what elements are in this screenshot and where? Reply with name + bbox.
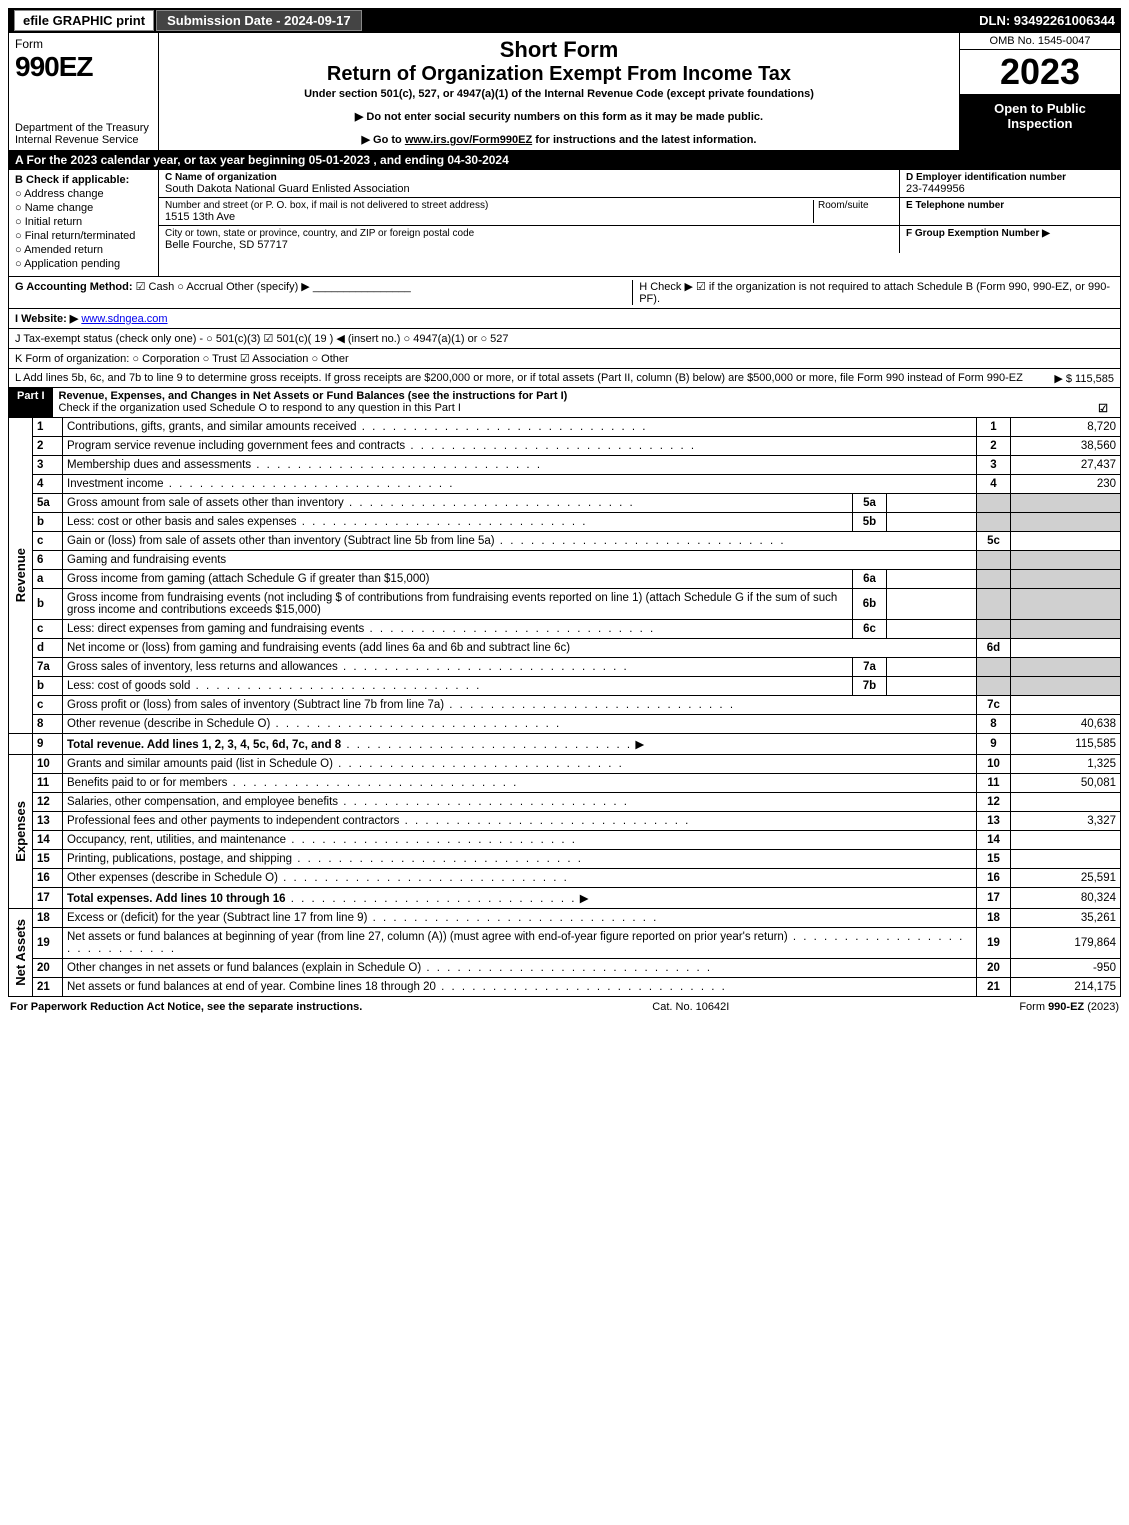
h-schedule-b: H Check ▶ ☑ if the organization is not r… [632, 280, 1114, 305]
line-17: 17 Total expenses. Add lines 10 through … [9, 888, 1121, 909]
line-5c: c Gain or (loss) from sale of assets oth… [9, 532, 1121, 551]
g-cash[interactable]: ☑ Cash [136, 281, 175, 293]
line-15: 15 Printing, publications, postage, and … [9, 850, 1121, 869]
chk-application-pending[interactable]: ○ Application pending [15, 258, 152, 270]
page-footer: For Paperwork Reduction Act Notice, see … [8, 997, 1121, 1017]
footer-catno: Cat. No. 10642I [652, 1001, 729, 1013]
open-to-public: Open to Public Inspection [960, 95, 1120, 150]
return-title: Return of Organization Exempt From Incom… [169, 63, 949, 86]
line-10: Expenses 10 Grants and similar amounts p… [9, 755, 1121, 774]
c-name: C Name of organization South Dakota Nati… [159, 170, 900, 197]
header-right: OMB No. 1545-0047 2023 Open to Public In… [960, 33, 1120, 150]
line-3: 3 Membership dues and assessments 327,43… [9, 456, 1121, 475]
g-other[interactable]: Other (specify) ▶ ________________ [226, 281, 411, 293]
row-gh: G Accounting Method: ☑ Cash ○ Accrual Ot… [8, 277, 1121, 309]
chk-name-change[interactable]: ○ Name change [15, 202, 152, 214]
f-group: F Group Exemption Number ▶ [900, 226, 1120, 253]
form-header: Form 990EZ Department of the Treasury In… [8, 33, 1121, 151]
line-8: 8 Other revenue (describe in Schedule O)… [9, 715, 1121, 734]
section-cde: C Name of organization South Dakota Nati… [159, 170, 1120, 276]
line-21: 21 Net assets or fund balances at end of… [9, 978, 1121, 997]
efile-print-button[interactable]: efile GRAPHIC print [14, 10, 154, 31]
line-7b: b Less: cost of goods sold 7b [9, 677, 1121, 696]
irs-link[interactable]: www.irs.gov/Form990EZ [405, 134, 532, 146]
line-19: 19 Net assets or fund balances at beginn… [9, 928, 1121, 959]
website-link[interactable]: www.sdngea.com [81, 313, 167, 325]
line-7c: c Gross profit or (loss) from sales of i… [9, 696, 1121, 715]
under-section: Under section 501(c), 527, or 4947(a)(1)… [169, 88, 949, 100]
line-6a: a Gross income from gaming (attach Sched… [9, 570, 1121, 589]
line-18: Net Assets 18 Excess or (deficit) for th… [9, 909, 1121, 928]
line-5b: b Less: cost or other basis and sales ex… [9, 513, 1121, 532]
g-accrual[interactable]: ○ Accrual [177, 281, 223, 293]
l-amount: ▶ $ 115,585 [1054, 372, 1114, 385]
addr-label: Number and street (or P. O. box, if mail… [165, 200, 813, 211]
line-5a: 5a Gross amount from sale of assets othe… [9, 494, 1121, 513]
tax-year: 2023 [960, 50, 1120, 95]
e-phone: E Telephone number [900, 198, 1120, 225]
part1-checkbox[interactable]: ☑ [1098, 402, 1114, 415]
ein-value: 23-7449956 [906, 183, 1114, 195]
line-6d: d Net income or (loss) from gaming and f… [9, 639, 1121, 658]
chk-final-return[interactable]: ○ Final return/terminated [15, 230, 152, 242]
lines-table: Revenue 1 Contributions, gifts, grants, … [8, 418, 1121, 997]
line-7a: 7a Gross sales of inventory, less return… [9, 658, 1121, 677]
goto-pre: ▶ Go to [362, 134, 405, 146]
line-1: Revenue 1 Contributions, gifts, grants, … [9, 418, 1121, 437]
line-20: 20 Other changes in net assets or fund b… [9, 959, 1121, 978]
line-6: 6 Gaming and fundraising events [9, 551, 1121, 570]
part1-check-note: Check if the organization used Schedule … [59, 402, 461, 414]
row-j-status: J Tax-exempt status (check only one) - ○… [8, 329, 1121, 349]
top-bar: efile GRAPHIC print Submission Date - 20… [8, 8, 1121, 33]
line-12: 12 Salaries, other compensation, and emp… [9, 793, 1121, 812]
part1-header: Part I Revenue, Expenses, and Changes in… [8, 388, 1121, 418]
submission-date-button[interactable]: Submission Date - 2024-09-17 [156, 10, 362, 31]
dln-label: DLN: 93492261006344 [979, 13, 1115, 28]
goto-post: for instructions and the latest informat… [532, 134, 756, 146]
line-4: 4 Investment income 4230 [9, 475, 1121, 494]
b-title: B Check if applicable: [15, 174, 152, 186]
chk-amended-return[interactable]: ○ Amended return [15, 244, 152, 256]
city-value: Belle Fourche, SD 57717 [165, 239, 893, 251]
form-word: Form [15, 37, 43, 51]
dept-label: Department of the Treasury Internal Reve… [15, 122, 152, 146]
row-i-website: I Website: ▶ www.sdngea.com [8, 309, 1121, 329]
addr-value: 1515 13th Ave [165, 211, 813, 223]
header-left: Form 990EZ Department of the Treasury In… [9, 33, 159, 150]
section-bcdef: B Check if applicable: ○ Address change … [8, 170, 1121, 277]
header-center: Short Form Return of Organization Exempt… [159, 33, 960, 150]
side-revenue: Revenue [13, 548, 28, 602]
footer-right: Form 990-EZ (2023) [1019, 1001, 1119, 1013]
org-name: South Dakota National Guard Enlisted Ass… [165, 183, 893, 195]
row-a-calendar: A For the 2023 calendar year, or tax yea… [8, 151, 1121, 170]
chk-initial-return[interactable]: ○ Initial return [15, 216, 152, 228]
line-2: 2 Program service revenue including gove… [9, 437, 1121, 456]
row-l-gross: L Add lines 5b, 6c, and 7b to line 9 to … [8, 369, 1121, 388]
line-11: 11 Benefits paid to or for members 1150,… [9, 774, 1121, 793]
line-9: 9 Total revenue. Add lines 1, 2, 3, 4, 5… [9, 734, 1121, 755]
line-6b: b Gross income from fundraising events (… [9, 589, 1121, 620]
part1-tag: Part I [9, 388, 53, 417]
line-16: 16 Other expenses (describe in Schedule … [9, 869, 1121, 888]
row-k-orgform: K Form of organization: ○ Corporation ○ … [8, 349, 1121, 369]
room-label: Room/suite [818, 200, 893, 211]
line-14: 14 Occupancy, rent, utilities, and maint… [9, 831, 1121, 850]
ssn-note: ▶ Do not enter social security numbers o… [169, 110, 949, 123]
form-number: 990EZ [15, 51, 93, 82]
footer-left: For Paperwork Reduction Act Notice, see … [10, 1001, 362, 1013]
g-accounting: G Accounting Method: ☑ Cash ○ Accrual Ot… [15, 280, 632, 305]
city-cell: City or town, state or province, country… [159, 226, 900, 253]
section-b: B Check if applicable: ○ Address change … [9, 170, 159, 276]
omb-number: OMB No. 1545-0047 [960, 33, 1120, 50]
line-13: 13 Professional fees and other payments … [9, 812, 1121, 831]
side-expenses: Expenses [13, 801, 28, 862]
line-6c: c Less: direct expenses from gaming and … [9, 620, 1121, 639]
part1-title: Revenue, Expenses, and Changes in Net As… [59, 390, 568, 402]
chk-address-change[interactable]: ○ Address change [15, 188, 152, 200]
d-ein: D Employer identification number 23-7449… [900, 170, 1120, 197]
side-netassets: Net Assets [13, 919, 28, 986]
short-form-title: Short Form [169, 37, 949, 63]
goto-note: ▶ Go to www.irs.gov/Form990EZ for instru… [169, 133, 949, 146]
